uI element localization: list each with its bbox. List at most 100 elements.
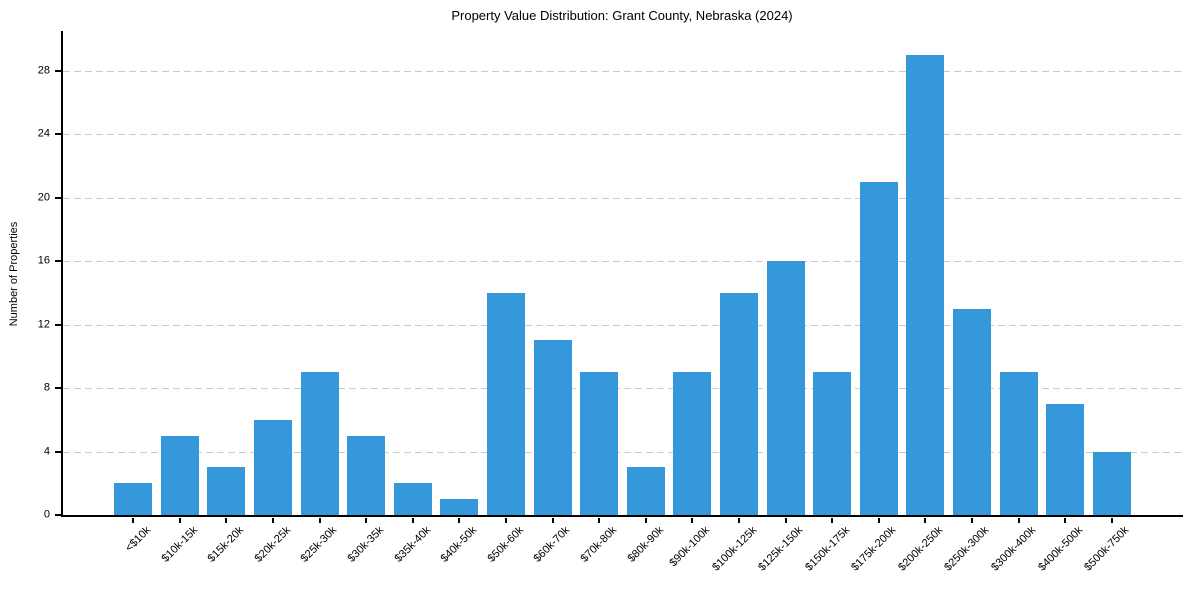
bar [626, 467, 665, 515]
x-tick-label: $30k-35k [345, 524, 387, 565]
bar [487, 292, 526, 515]
x-tick-mark [505, 518, 508, 523]
gridline [63, 261, 1183, 263]
chart-title: Property Value Distribution: Grant Count… [451, 8, 793, 23]
bar [207, 467, 246, 515]
bar-slot: $100k-125k [710, 31, 763, 573]
x-tick-mark [970, 518, 973, 523]
bar-slot: $80k-90k [623, 31, 670, 565]
bar-slot: $400k-500k [1036, 31, 1089, 573]
gridline [63, 197, 1183, 199]
bar-slot: $50k-60k [483, 31, 530, 565]
y-tick-mark [55, 514, 61, 516]
x-tick-mark [1110, 518, 1113, 523]
gridline-layer [63, 31, 1183, 515]
gridline [63, 134, 1183, 136]
bar [813, 372, 852, 515]
x-tick-mark [598, 518, 601, 523]
x-tick-mark [365, 518, 368, 523]
x-tick-mark [458, 518, 461, 523]
x-tick-label: $250k-300k [942, 524, 992, 574]
bar-slot: $300k-400k [989, 31, 1042, 573]
bar-slot: $10k-15k [157, 31, 204, 565]
x-tick-mark [877, 518, 880, 523]
x-tick-mark [411, 518, 414, 523]
x-tick-label: $15k-20k [205, 524, 247, 565]
y-tick-label: 24 [37, 127, 50, 140]
x-tick-label: $400k-500k [1035, 524, 1085, 574]
x-tick-label: $10k-15k [159, 524, 200, 565]
x-tick-mark [644, 518, 647, 523]
x-tick-label: $25k-30k [298, 524, 340, 565]
bar [720, 292, 759, 515]
bar [533, 340, 572, 515]
bar-slot: $20k-25k [250, 31, 297, 565]
x-tick-label: $40k-50k [438, 524, 480, 565]
y-tick-label: 4 [43, 445, 50, 458]
y-tick-mark [55, 323, 61, 326]
x-tick-mark [831, 518, 834, 523]
x-tick-mark [1064, 518, 1067, 523]
bar-slot: $175k-200k [849, 31, 903, 573]
bar [114, 483, 153, 515]
gridline [63, 324, 1183, 326]
y-tick-label: 12 [37, 318, 50, 331]
x-tick-label: $35k-40k [392, 524, 433, 565]
bar-slot: $15k-20k [203, 31, 250, 565]
bar [1092, 451, 1131, 515]
x-tick-mark [738, 518, 741, 523]
bar [580, 372, 619, 515]
x-tick-label: $60k-70k [531, 524, 573, 565]
bar [440, 499, 479, 515]
y-tick-label: 16 [37, 254, 50, 267]
bar [673, 372, 712, 515]
bar-slot: $25k-30k [296, 31, 343, 565]
x-tick-mark [1017, 518, 1020, 523]
x-tick-mark [784, 518, 787, 523]
bar [1046, 403, 1085, 515]
gridline [63, 451, 1183, 453]
x-tick-label: <$10k [123, 524, 154, 555]
bar [300, 372, 339, 515]
x-tick-mark [178, 518, 181, 523]
bar [859, 181, 898, 515]
x-tick-mark [225, 518, 228, 523]
bar-slot: $70k-80k [576, 31, 623, 565]
gridline [63, 388, 1183, 390]
bar [952, 308, 991, 515]
x-tick-mark [318, 518, 321, 523]
y-tick-label: 28 [37, 64, 50, 77]
x-tick-mark [132, 518, 135, 523]
x-tick-mark [551, 518, 554, 523]
bar-slot: $35k-40k [390, 31, 437, 565]
bar-slot: $90k-100k [667, 31, 716, 569]
x-tick-label: $20k-25k [252, 524, 293, 565]
y-tick-label: 20 [37, 191, 50, 204]
x-tick-label: $70k-80k [578, 524, 620, 565]
bar [347, 435, 386, 515]
bar [906, 54, 945, 515]
bar-slot: $250k-300k [943, 31, 996, 573]
y-tick-mark [55, 387, 61, 390]
bar [160, 435, 199, 515]
bar-slot: <$10k [110, 31, 157, 554]
y-axis-label: Number of Properties [8, 221, 20, 327]
bar-slot: $150k-175k [803, 31, 856, 573]
x-tick-label: $175k-200k [849, 524, 899, 574]
y-tick-mark [55, 196, 61, 199]
y-tick-mark [55, 260, 61, 263]
plot-area: <$10k $10k-15k $15k-20k $20k-25k $25k-30k $30… [38, 31, 1183, 573]
bar-slot: $500k-750k [1082, 31, 1135, 573]
x-tick-label: $125k-150k [756, 524, 806, 574]
bar [254, 419, 293, 515]
y-tick-mark [55, 69, 61, 72]
x-tick-mark [924, 518, 927, 523]
bar-slot: $40k-50k [436, 31, 483, 565]
x-tick-label: $100k-125k [709, 524, 759, 574]
bar-slot: $200k-250k [896, 31, 949, 573]
x-tick-label: $80k-90k [625, 524, 666, 565]
y-tick-label: 0 [43, 508, 50, 521]
bar [766, 261, 805, 515]
y-tick-label: 8 [43, 381, 50, 394]
